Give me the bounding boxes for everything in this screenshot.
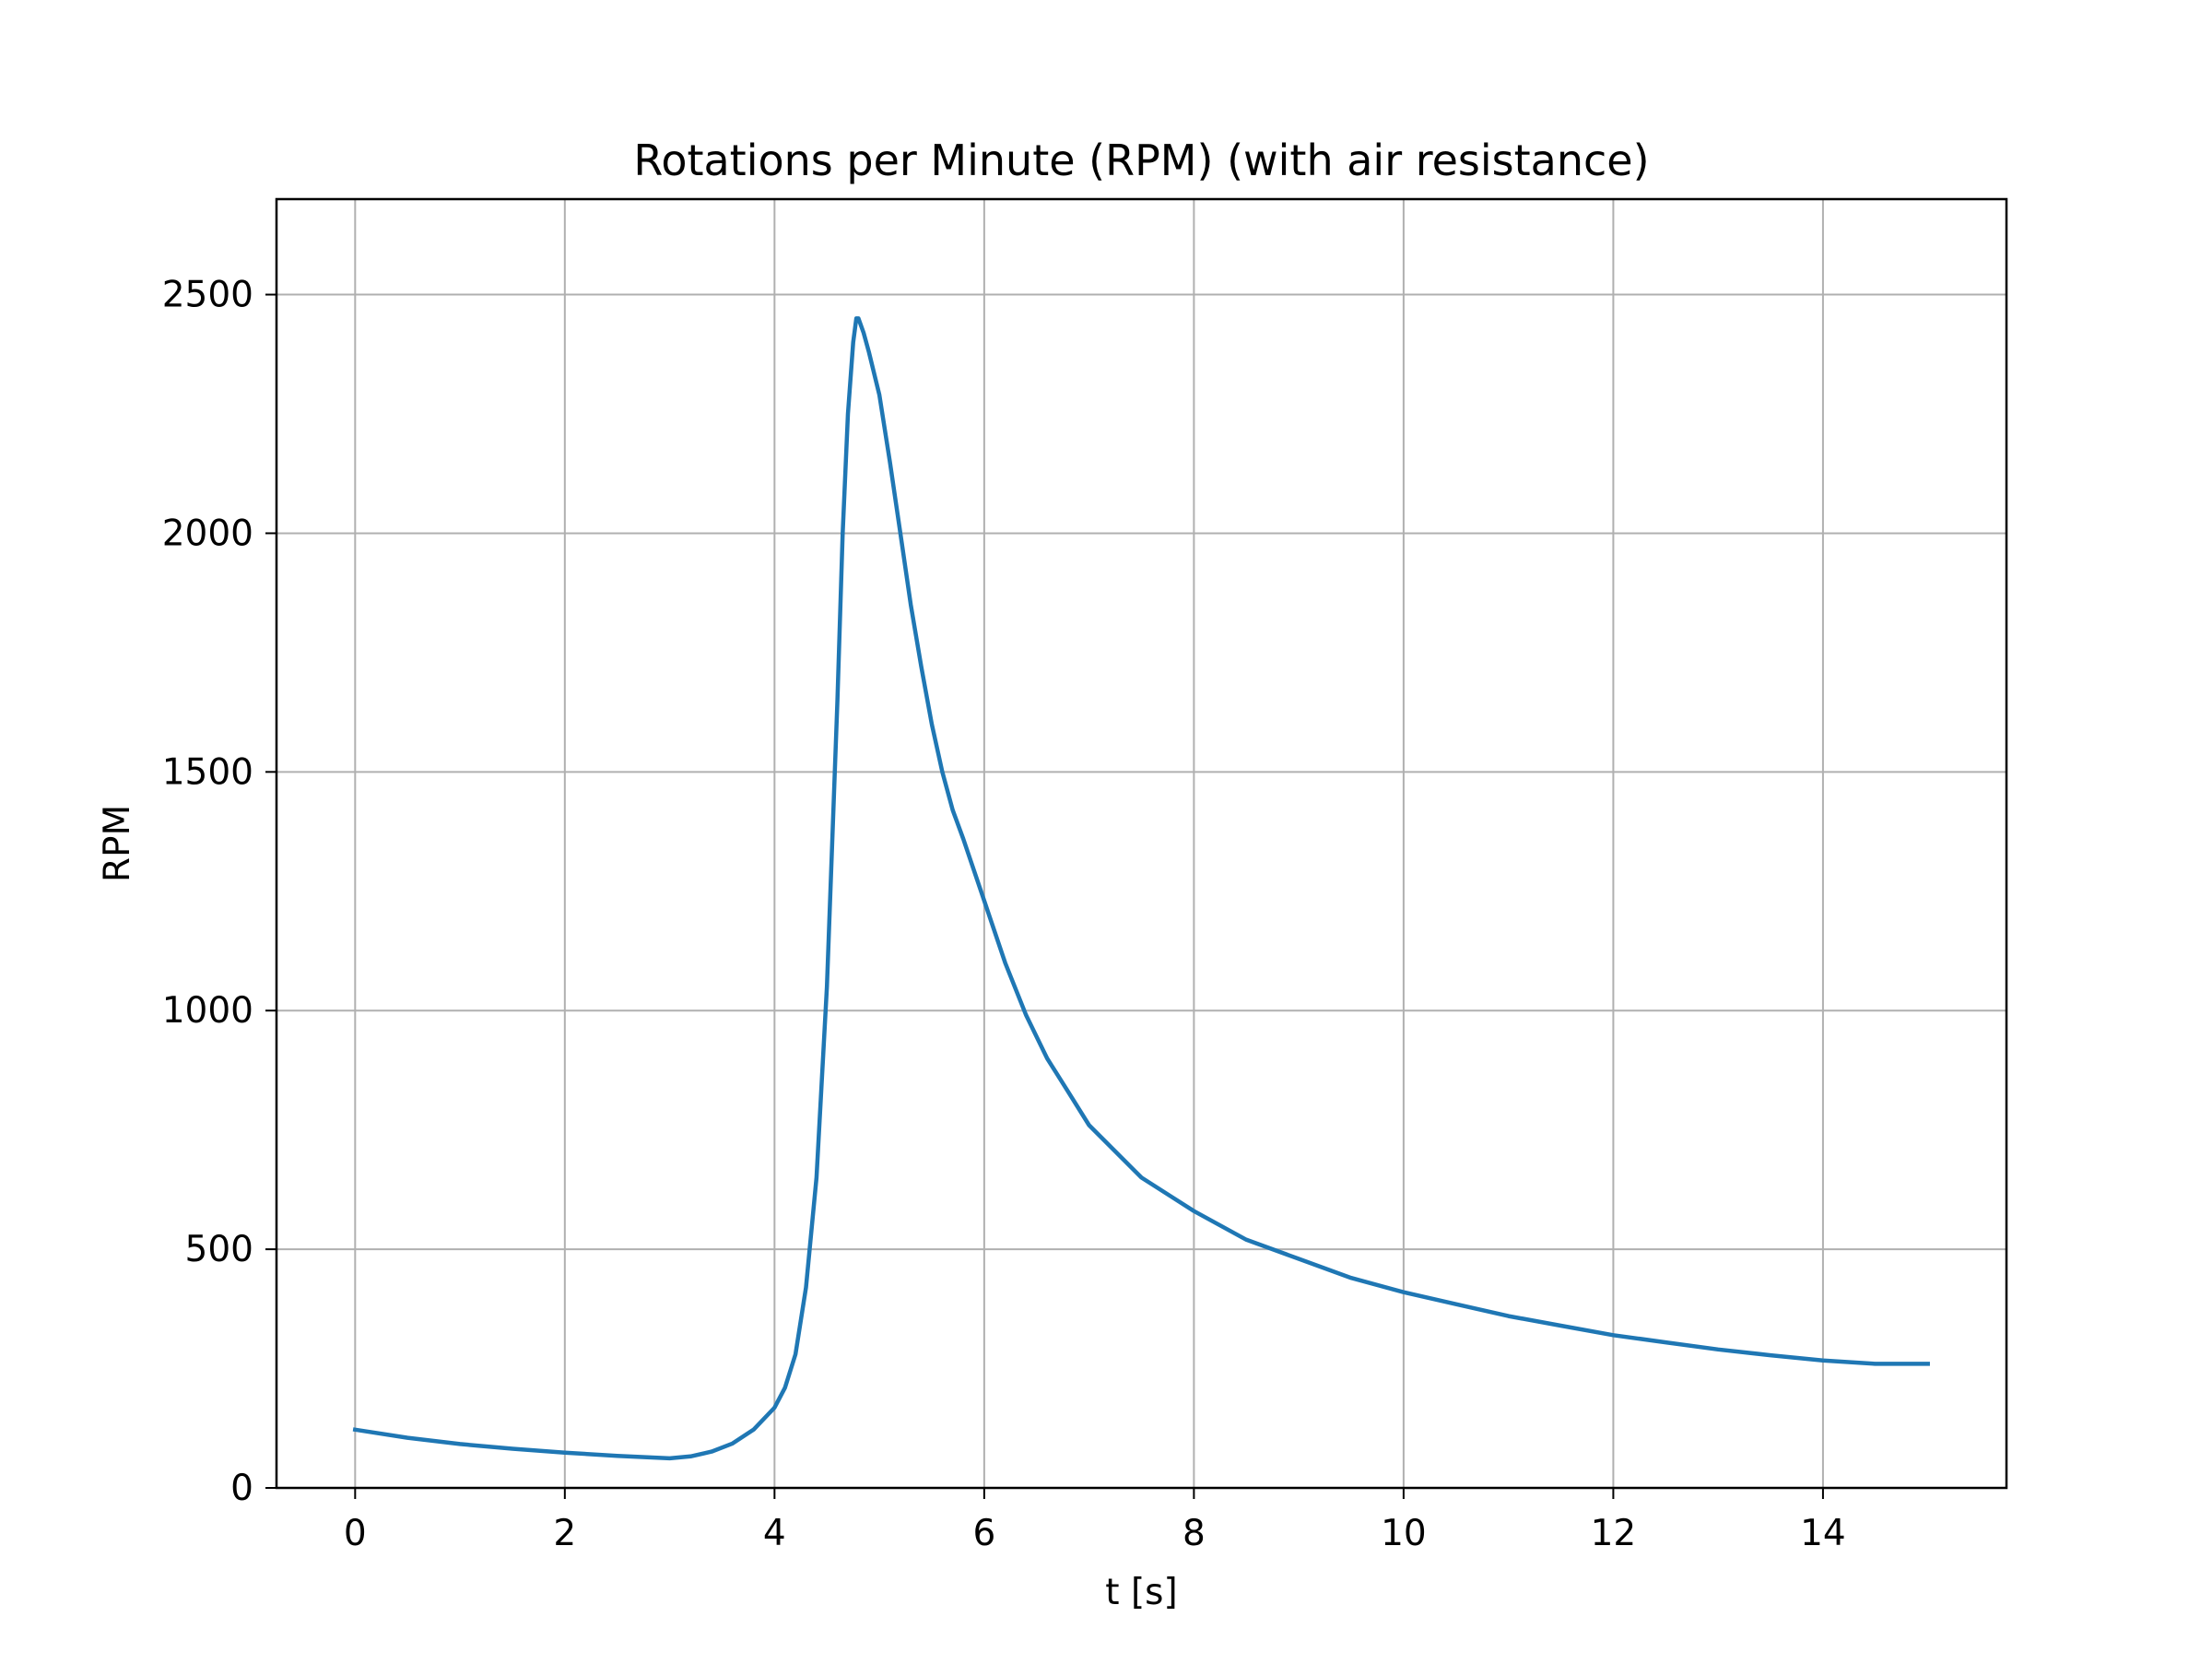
y-tick-label: 1000 <box>162 990 253 1032</box>
y-tick-label: 1500 <box>162 751 253 793</box>
x-tick-label: 4 <box>763 1513 786 1554</box>
grid <box>276 199 2006 1489</box>
rpm-series-line <box>352 316 1930 1461</box>
x-tick-label: 10 <box>1381 1513 1427 1554</box>
y-axis-label: RPM <box>97 805 138 882</box>
plot-frame <box>275 197 2008 1490</box>
chart-title: Rotations per Minute (RPM) (with air res… <box>633 136 1649 185</box>
x-tick-label: 14 <box>1800 1513 1846 1554</box>
y-tick-label: 2000 <box>162 513 253 554</box>
x-tick-label: 12 <box>1591 1513 1637 1554</box>
y-tick-label: 2500 <box>162 275 253 316</box>
y-tick-label: 500 <box>185 1229 253 1270</box>
x-axis-label: t [s] <box>1105 1572 1177 1613</box>
ticks: 0 2 4 6 8 10 12 14 0 500 1000 1500 2000 2500 <box>162 275 1846 1554</box>
x-tick-label: 6 <box>972 1513 995 1554</box>
series-layer <box>352 316 1930 1461</box>
x-tick-label: 0 <box>344 1513 367 1554</box>
x-tick-label: 2 <box>553 1513 576 1554</box>
x-tick-label: 8 <box>1182 1513 1206 1554</box>
y-tick-label: 0 <box>230 1468 253 1509</box>
